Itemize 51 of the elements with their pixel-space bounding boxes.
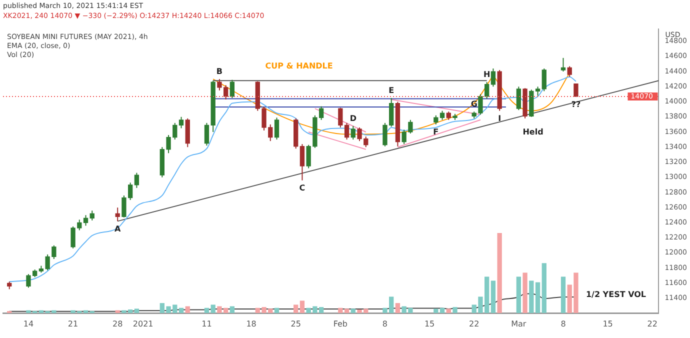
x-tick-label: 15 bbox=[424, 319, 435, 328]
x-tick-label: 21 bbox=[68, 319, 78, 328]
annotation: CUP & HANDLE bbox=[265, 61, 333, 70]
bar bbox=[204, 308, 210, 314]
bar bbox=[178, 308, 184, 314]
bar bbox=[134, 309, 140, 314]
x-tick-label: 22 bbox=[647, 319, 658, 328]
annotation: D bbox=[350, 114, 357, 124]
x-tick-label: 2021 bbox=[132, 319, 154, 328]
x-tick-label: 25 bbox=[290, 319, 301, 328]
annotation: Held bbox=[522, 127, 544, 136]
annotation: C bbox=[299, 183, 306, 192]
bar bbox=[350, 309, 356, 314]
bar bbox=[490, 281, 496, 314]
x-tick-label: 15 bbox=[602, 319, 613, 328]
x-tick-label: 14 bbox=[23, 319, 34, 328]
bar bbox=[395, 303, 400, 314]
bar bbox=[535, 282, 540, 314]
bar bbox=[440, 308, 445, 314]
x-tick-label: 28 bbox=[112, 319, 123, 328]
bar bbox=[560, 277, 566, 314]
x-tick-label: 8 bbox=[560, 319, 566, 328]
annotation: H bbox=[483, 70, 490, 80]
bar bbox=[300, 301, 305, 314]
bar bbox=[210, 305, 216, 314]
x-tick-label: Feb bbox=[333, 319, 348, 328]
bar bbox=[452, 307, 458, 314]
bar bbox=[497, 233, 502, 314]
bar bbox=[522, 273, 528, 314]
x-tick-label: 22 bbox=[469, 319, 480, 328]
bar bbox=[434, 309, 438, 314]
bar bbox=[338, 308, 343, 314]
annotation: F bbox=[433, 128, 439, 137]
x-tick-label: 18 bbox=[246, 319, 256, 328]
x-tick-label: Mar bbox=[511, 319, 527, 328]
annotation: I bbox=[498, 114, 502, 123]
bar bbox=[274, 308, 280, 314]
annotation: ?? bbox=[571, 100, 581, 109]
annotation: E bbox=[388, 86, 394, 96]
bar bbox=[446, 309, 451, 314]
bar bbox=[294, 305, 298, 314]
bar bbox=[529, 281, 534, 314]
bar bbox=[185, 306, 190, 314]
bar bbox=[230, 306, 235, 314]
x-tick-label: 8 bbox=[382, 319, 388, 328]
annotation: 1/2 YEST VOL bbox=[586, 290, 646, 300]
annotation: B bbox=[216, 67, 223, 76]
bar bbox=[542, 263, 546, 314]
bar bbox=[344, 309, 350, 314]
bar bbox=[516, 277, 522, 314]
x-tick-label: 11 bbox=[202, 319, 212, 328]
